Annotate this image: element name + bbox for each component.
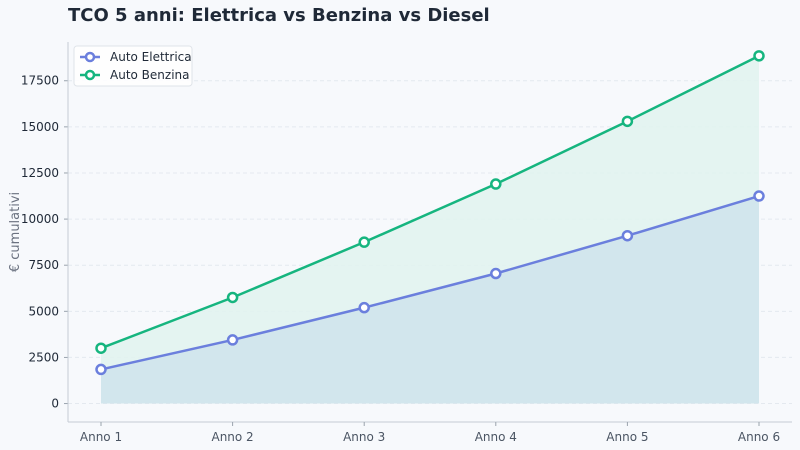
y-tick-label: 5000 <box>28 304 59 318</box>
data-point <box>226 334 239 346</box>
x-tick-label: Anno 4 <box>475 430 517 444</box>
series-area <box>101 196 759 404</box>
y-axis-label: € cumulativi <box>8 192 23 272</box>
axes <box>64 42 792 426</box>
y-tick-label: 10000 <box>21 212 59 226</box>
data-point <box>621 229 634 242</box>
data-point <box>95 363 107 376</box>
x-tick-label: Anno 2 <box>211 430 253 444</box>
series-markers <box>95 50 765 376</box>
data-point <box>226 291 239 304</box>
series-line <box>100 194 760 371</box>
series-line <box>100 54 760 350</box>
series-lines <box>100 54 760 371</box>
data-point <box>753 190 765 202</box>
y-tick-label: 17500 <box>21 74 59 88</box>
x-tick-label: Anno 1 <box>80 430 122 444</box>
y-tick-labels: 0 2500 5000 7500 10000 12500 15000 17500 <box>21 74 59 411</box>
legend-label: Auto Elettrica <box>110 50 192 64</box>
x-tick-label: Anno 6 <box>738 430 780 444</box>
legend-label: Auto Benzina <box>110 68 190 82</box>
x-tick-label: Anno 5 <box>606 430 648 444</box>
legend-box <box>73 45 193 87</box>
y-tick-label: 12500 <box>21 166 59 180</box>
data-point <box>621 115 634 128</box>
data-point <box>358 236 370 248</box>
legend-swatch-marker <box>84 51 96 63</box>
y-tick-label: 0 <box>51 397 59 411</box>
y-tick-label: 7500 <box>28 258 59 272</box>
x-tick-label: Anno 3 <box>343 430 385 444</box>
chart-title: TCO 5 anni: Elettrica vs Benzina vs Dies… <box>68 5 490 26</box>
data-point <box>490 178 502 190</box>
legend-swatch-marker <box>84 69 96 81</box>
y-tick-label: 2500 <box>28 350 59 364</box>
x-tick-labels: Anno 1 Anno 2 Anno 3 Anno 4 Anno 5 Anno 6 <box>80 430 780 444</box>
y-tick-label: 15000 <box>21 120 59 134</box>
data-point <box>753 50 765 62</box>
legend: Auto Elettrica Auto Benzina <box>73 45 193 87</box>
data-point <box>490 267 502 280</box>
series-areas <box>101 55 759 404</box>
data-point <box>358 301 370 314</box>
data-point <box>95 342 107 354</box>
